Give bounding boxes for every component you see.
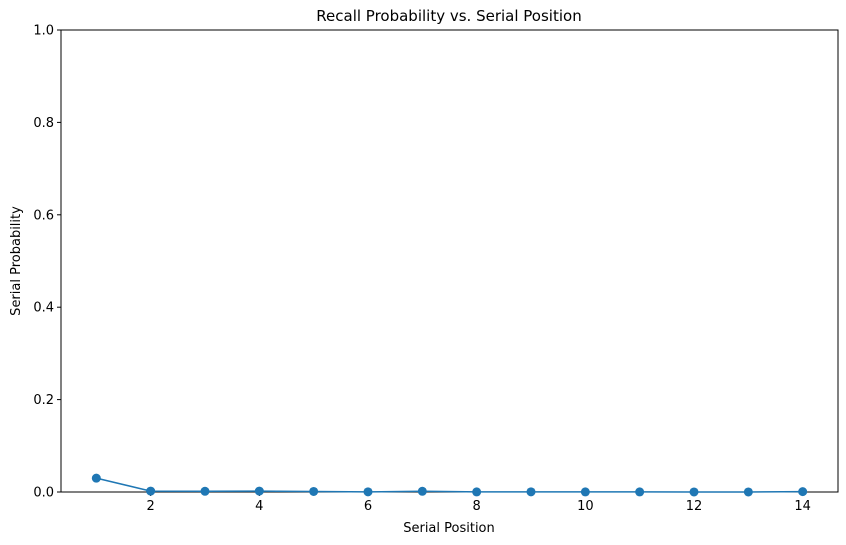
x-axis-label: Serial Position: [403, 521, 495, 536]
y-tick-label: 1.0: [33, 24, 54, 39]
data-point: [635, 487, 645, 497]
x-tick-label: 6: [364, 499, 372, 514]
y-tick-label: 0.4: [33, 301, 54, 316]
data-point: [146, 486, 156, 496]
data-point: [309, 486, 319, 496]
y-axis-ticks: 0.0 0.2 0.4 0.6 0.8 1.0: [33, 24, 61, 501]
data-point: [689, 487, 699, 497]
data-point: [798, 487, 808, 497]
data-point: [526, 487, 536, 497]
plot-frame: [60, 29, 839, 493]
x-tick-label: 2: [147, 499, 155, 514]
y-axis-label: Serial Probability: [9, 206, 24, 316]
x-tick-label: 10: [577, 499, 594, 514]
x-tick-label: 14: [794, 499, 811, 514]
series-line: [96, 477, 803, 493]
data-point: [200, 486, 210, 496]
series-layer: [91, 473, 808, 497]
data-point: [254, 486, 264, 496]
data-point: [472, 487, 482, 497]
x-tick-label: 4: [255, 499, 263, 514]
x-tick-label: 8: [473, 499, 481, 514]
x-axis-ticks: 2 4 6 8 10 12 14: [147, 492, 811, 514]
data-point: [580, 487, 590, 497]
y-tick-label: 0.0: [33, 486, 54, 501]
y-tick-label: 0.2: [33, 393, 54, 408]
y-tick-label: 0.8: [33, 116, 54, 131]
data-point: [417, 486, 427, 496]
data-point: [91, 473, 101, 483]
y-tick-label: 0.6: [33, 208, 54, 223]
chart-title: Recall Probability vs. Serial Position: [316, 7, 581, 25]
data-point: [363, 487, 373, 497]
x-tick-label: 12: [686, 499, 703, 514]
data-point: [743, 487, 753, 497]
